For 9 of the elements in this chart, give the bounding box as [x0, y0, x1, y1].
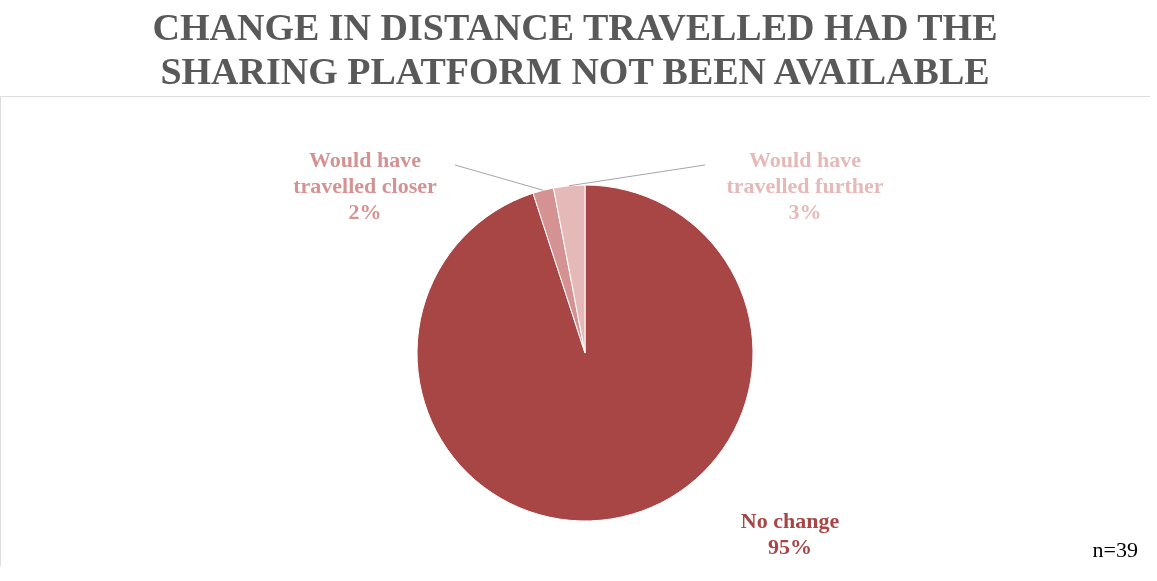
text: n=39 — [1092, 537, 1138, 562]
pie-slice — [532, 187, 586, 354]
slice-label: Would have travelled closer — [293, 147, 437, 198]
data-label: 3% — [788, 199, 822, 224]
data-label: 2% — [348, 199, 382, 224]
chart-title: CHANGE IN DISTANCE TRAVELLED HAD THE SHARING PLATFORM NOT BEEN AVAILABLE — [152, 6, 998, 92]
data-label: 95% — [768, 534, 812, 559]
slice-label: No change — [740, 508, 840, 533]
slice-label: Would have travelled further — [726, 147, 884, 198]
